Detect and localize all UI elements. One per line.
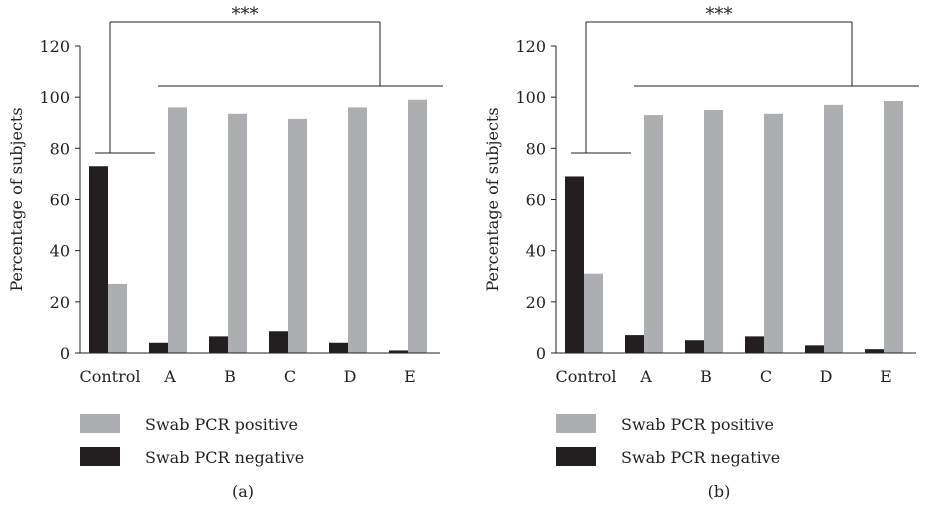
- y-tick-label-20: 20: [526, 293, 546, 312]
- significance-bracket-a: [95, 21, 443, 154]
- y-tick-label-120: 120: [39, 37, 70, 56]
- y-ticks-a: 0 20 40 60 80 100 120: [39, 37, 80, 363]
- y-tick-label-80: 80: [526, 139, 546, 158]
- bar-negative-a: [149, 342, 168, 353]
- y-tick-label-40: 40: [50, 242, 70, 261]
- y-tick-label-20: 20: [50, 293, 70, 312]
- y-tick-label-0: 0: [536, 344, 546, 363]
- x-tick-label-d: D: [820, 367, 833, 386]
- legend-b: Swab PCR positive Swab PCR negative: [556, 414, 780, 467]
- bar-positive-a: [168, 107, 187, 354]
- legend-swatch-negative: [80, 447, 120, 466]
- x-tick-label-b: B: [224, 367, 236, 386]
- bar-negative-b: [209, 336, 228, 353]
- legend-label-positive: Swab PCR positive: [621, 415, 774, 434]
- legend-label-negative: Swab PCR negative: [621, 448, 780, 467]
- x-tick-label-control: Control: [555, 367, 616, 386]
- x-tick-label-a: A: [639, 367, 652, 386]
- x-tick-label-c: C: [760, 367, 772, 386]
- bar-negative-c: [745, 336, 764, 353]
- x-ticks-a: Control A B C D E: [79, 367, 415, 386]
- y-axis-label-a: Percentage of subjects: [7, 107, 26, 291]
- legend-swatch-positive: [556, 414, 596, 433]
- legend-swatch-positive: [80, 414, 120, 433]
- bar-negative-control: [89, 166, 108, 353]
- bar-negative-c: [269, 331, 288, 353]
- significance-bracket-b: [571, 21, 919, 154]
- bar-positive-e: [884, 101, 903, 353]
- x-tick-label-e: E: [404, 367, 416, 386]
- bar-positive-d: [348, 107, 367, 354]
- bars-b: [565, 101, 903, 353]
- significance-stars-a: ***: [232, 4, 259, 25]
- bar-positive-b: [704, 109, 723, 353]
- panel-a: 0 20 40 60 80 100 120 Control A B C D E Percentage …: [7, 4, 443, 501]
- y-tick-label-120: 120: [515, 37, 546, 56]
- y-tick-label-60: 60: [50, 191, 70, 210]
- x-tick-label-control: Control: [79, 367, 140, 386]
- bar-positive-c: [288, 118, 307, 353]
- y-axis-label-b: Percentage of subjects: [483, 107, 502, 291]
- x-tick-label-e: E: [880, 367, 892, 386]
- legend-a: Swab PCR positive Swab PCR negative: [80, 414, 304, 467]
- x-ticks-b: Control A B C D E: [555, 367, 891, 386]
- y-tick-label-60: 60: [526, 191, 546, 210]
- legend-swatch-negative: [556, 447, 596, 466]
- bars-a: [89, 99, 427, 354]
- bar-positive-d: [824, 104, 843, 353]
- bar-negative-d: [329, 342, 348, 353]
- bar-positive-control: [584, 273, 603, 353]
- bar-positive-b: [228, 113, 247, 353]
- significance-stars-b: ***: [706, 4, 733, 25]
- y-tick-label-0: 0: [60, 344, 70, 363]
- y-tick-label-80: 80: [50, 139, 70, 158]
- bar-negative-b: [685, 340, 704, 353]
- bar-positive-a: [644, 115, 663, 353]
- y-ticks-b: 0 20 40 60 80 100 120: [515, 37, 556, 363]
- x-tick-label-b: B: [700, 367, 712, 386]
- x-tick-label-a: A: [163, 367, 176, 386]
- y-tick-label-100: 100: [515, 88, 546, 107]
- bar-negative-e: [389, 350, 408, 353]
- bar-negative-a: [625, 335, 644, 353]
- y-tick-label-40: 40: [526, 242, 546, 261]
- y-tick-label-100: 100: [39, 88, 70, 107]
- bar-positive-c: [764, 113, 783, 353]
- bar-positive-control: [108, 283, 127, 353]
- panel-b: 0 20 40 60 80 100 120 Control A B C D E Percentage …: [483, 4, 919, 501]
- panel-label-b: (b): [708, 482, 731, 501]
- bar-positive-e: [408, 99, 427, 353]
- panel-label-a: (a): [232, 482, 254, 501]
- x-tick-label-c: C: [284, 367, 296, 386]
- legend-label-negative: Swab PCR negative: [145, 448, 304, 467]
- legend-label-positive: Swab PCR positive: [145, 415, 298, 434]
- bar-negative-control: [565, 176, 584, 353]
- x-tick-label-d: D: [344, 367, 357, 386]
- bar-negative-e: [865, 349, 884, 353]
- bar-negative-d: [805, 345, 824, 353]
